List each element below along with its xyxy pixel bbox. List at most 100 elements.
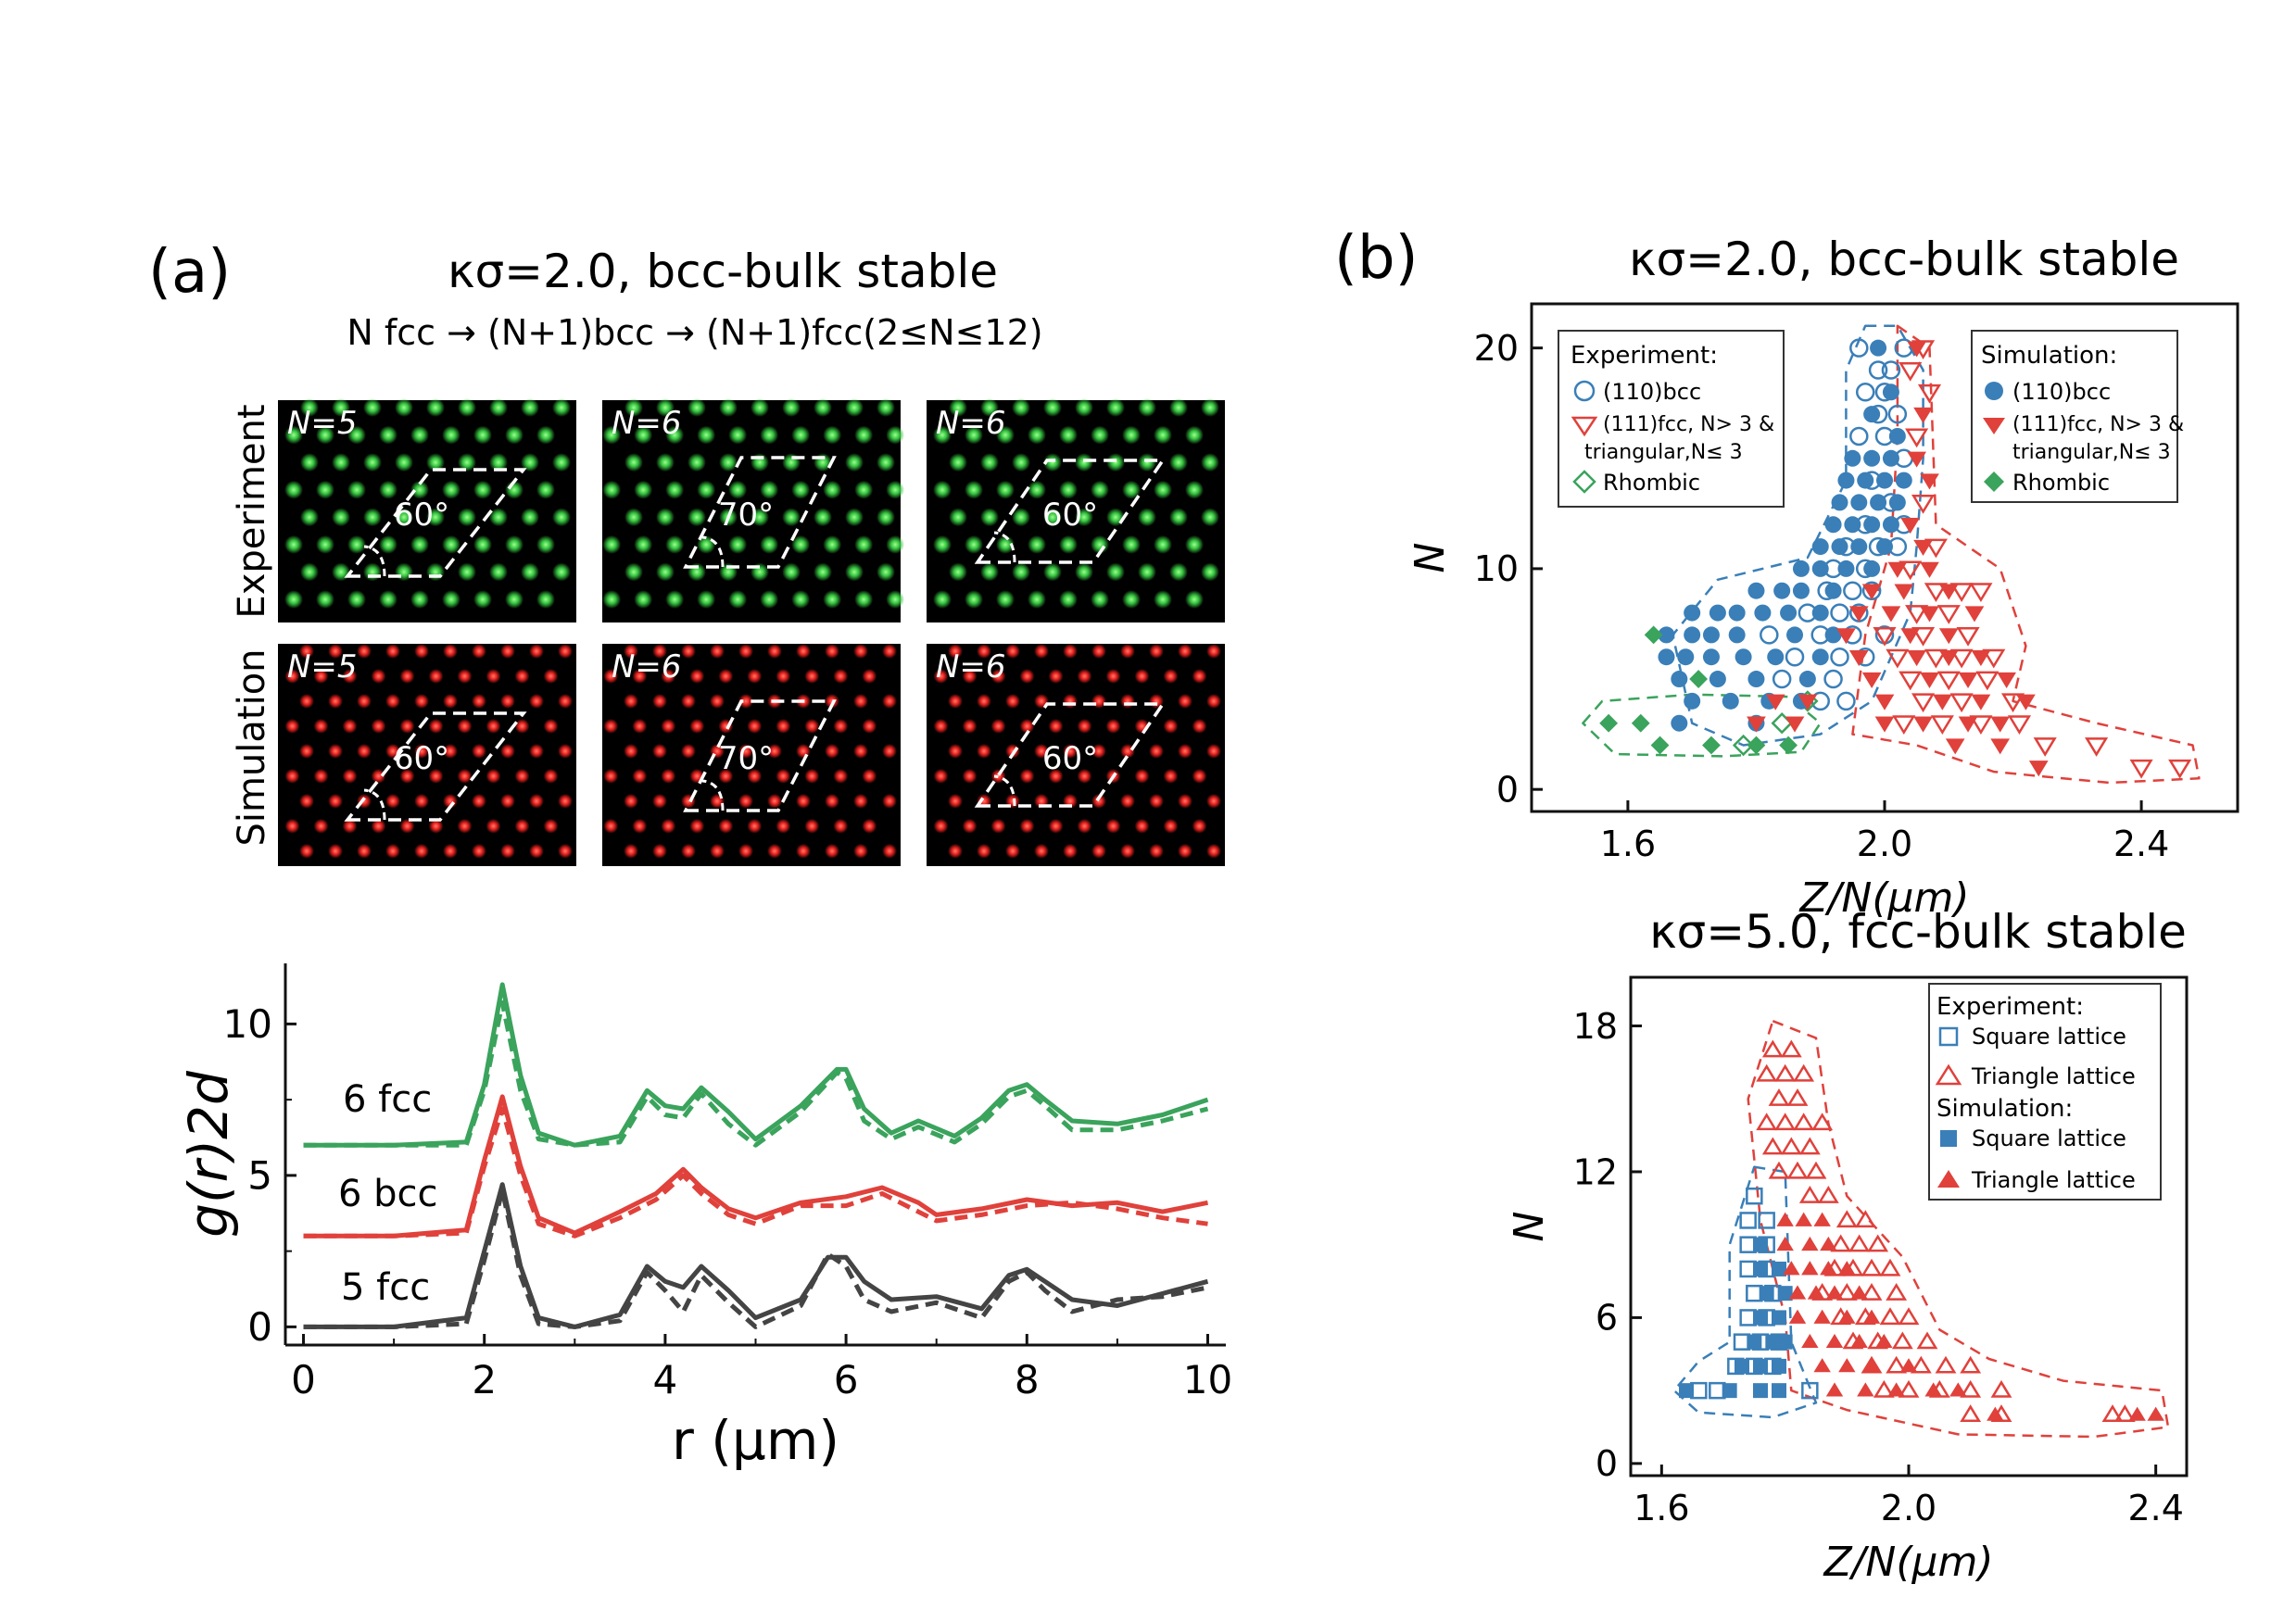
data-point	[1825, 1333, 1844, 1349]
particle	[1059, 480, 1078, 499]
particle	[486, 668, 501, 684]
particle	[1091, 743, 1106, 759]
particle	[796, 793, 811, 809]
particle	[776, 718, 791, 734]
particle	[489, 508, 508, 527]
particle	[977, 644, 991, 659]
particle	[996, 534, 1015, 554]
particle	[1163, 668, 1179, 684]
particle	[1206, 793, 1221, 809]
ks2-series-1	[1760, 338, 1914, 711]
particle	[1122, 534, 1141, 554]
ks2-chart: 1.6 2.0 2.4 0 10 20 Z/N(μm) N	[1407, 302, 2239, 922]
particle	[342, 718, 358, 734]
data-point	[1825, 1285, 1844, 1300]
particle	[410, 590, 429, 610]
particle	[603, 818, 619, 834]
ks5-leg-exp-title: Experiment:	[1936, 993, 2084, 1021]
data-point	[1881, 606, 1901, 622]
data-point	[1905, 605, 1929, 624]
particle	[760, 590, 779, 610]
particle	[1043, 398, 1062, 417]
particle	[854, 425, 874, 445]
particle	[1201, 562, 1219, 582]
particle	[853, 693, 868, 709]
particle	[665, 534, 685, 554]
data-point	[1824, 626, 1842, 644]
unit-cell-outline	[974, 702, 1167, 808]
particle	[1138, 562, 1156, 582]
data-point	[2129, 759, 2153, 779]
micrograph-tile-6: N=6 60°	[927, 644, 1225, 866]
data-point	[1788, 1285, 1807, 1300]
particle	[552, 562, 571, 582]
ks2-leg-exp-title: Experiment:	[1571, 342, 1718, 370]
angle-arc	[701, 779, 725, 811]
particle	[949, 453, 967, 472]
particle	[854, 480, 874, 499]
particle-lattice	[603, 644, 897, 859]
particle	[284, 718, 300, 734]
particle	[543, 718, 559, 734]
particle	[299, 793, 314, 809]
data-point	[2147, 1406, 2164, 1421]
data-point	[1753, 1261, 1768, 1276]
particle	[825, 793, 839, 809]
data-point	[1811, 648, 1829, 666]
particle	[371, 718, 386, 734]
particle	[624, 508, 643, 527]
particle	[853, 644, 868, 659]
micrograph-tile-2: N=6 70°	[602, 398, 905, 622]
ks2-series-2	[1873, 340, 2192, 779]
data-point	[1747, 736, 1766, 755]
data-point	[1917, 384, 1942, 404]
data-point	[1798, 671, 1816, 688]
data-point	[1949, 693, 1974, 713]
data-point	[1913, 716, 1933, 733]
particle	[1077, 768, 1092, 784]
data-point	[1971, 650, 1991, 667]
particle	[996, 425, 1015, 445]
particle	[529, 644, 544, 659]
data-point	[1958, 716, 1978, 733]
data-point	[1911, 494, 1936, 514]
particle	[760, 425, 779, 445]
data-point	[1905, 428, 1929, 448]
data-point	[1836, 628, 1856, 645]
particle	[316, 425, 334, 445]
particle	[948, 793, 963, 809]
particle	[804, 818, 820, 834]
ks2-leg-sim-circle-marker	[1985, 382, 2003, 400]
particle	[300, 562, 319, 582]
particle	[1201, 508, 1219, 527]
ks2-leg-sim-item-1: (111)fcc, N> 3 &	[2012, 413, 2184, 436]
ks5-series-4	[1776, 1212, 2164, 1421]
data-point	[1811, 1113, 1834, 1131]
particle	[603, 768, 619, 784]
data-point	[1907, 341, 1926, 358]
series-line-1	[303, 982, 1209, 1148]
data-point	[1801, 1381, 1819, 1400]
particle	[886, 590, 905, 610]
data-point	[1658, 626, 1675, 644]
particle	[458, 562, 476, 582]
particle	[776, 818, 791, 834]
particle	[313, 818, 329, 834]
particle	[489, 453, 508, 472]
particle	[500, 693, 515, 709]
particle	[299, 743, 314, 759]
particle	[1028, 534, 1046, 554]
particle	[379, 425, 397, 445]
particle	[728, 590, 748, 610]
particle	[948, 743, 963, 759]
particle	[747, 818, 763, 834]
particle	[688, 398, 706, 417]
particle	[379, 480, 397, 499]
particle	[395, 508, 413, 527]
particle	[472, 793, 486, 809]
data-point	[1671, 671, 1688, 688]
particle	[804, 768, 820, 784]
particle	[543, 818, 559, 834]
particle	[473, 480, 492, 499]
particle	[399, 818, 415, 834]
